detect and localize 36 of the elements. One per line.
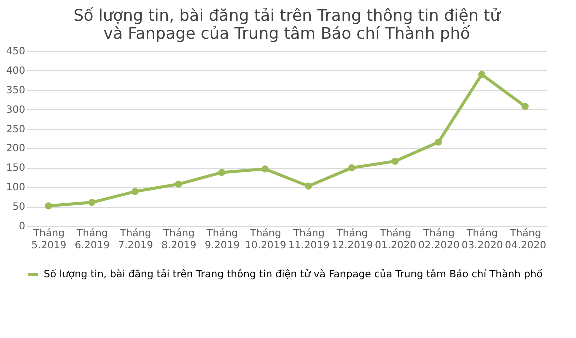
point — [262, 166, 269, 173]
y-tick-label: 150 — [6, 163, 26, 174]
y-tick-label: 200 — [6, 144, 26, 155]
point — [218, 169, 226, 176]
point — [305, 182, 312, 190]
point — [88, 199, 96, 206]
x-tick-label: Tháng 9.2019 — [205, 228, 240, 252]
x-tick-label: Tháng 11.2019 — [288, 228, 330, 252]
point — [522, 103, 529, 110]
x-tick-label: Tháng 8.2019 — [162, 228, 197, 252]
x-tick-label: Tháng 6.2019 — [75, 228, 110, 252]
y-tick-label: 350 — [6, 85, 26, 96]
y-tick-label: 300 — [6, 104, 26, 116]
y-tick-label: 450 — [6, 46, 26, 58]
y-tick-label: 400 — [6, 66, 26, 77]
x-tick-label: Tháng 03.2020 — [462, 228, 504, 252]
y-tick-label: 250 — [6, 124, 26, 136]
x-tick-label: Tháng 10.2019 — [245, 228, 287, 252]
y-tick-label: 100 — [6, 182, 26, 194]
point — [478, 71, 486, 78]
point — [175, 180, 182, 188]
point — [45, 202, 52, 210]
y-tick-label: 0 — [19, 222, 26, 232]
point — [132, 188, 139, 196]
x-tick-label: Tháng 04.2020 — [505, 228, 547, 252]
x-tick-label: Tháng 01.2020 — [375, 228, 417, 252]
x-tick-label: Tháng 12.2019 — [332, 228, 374, 252]
x-tick-label: Tháng 5.2019 — [32, 228, 67, 252]
x-tick-label: Tháng 7.2019 — [118, 228, 154, 252]
point — [348, 164, 356, 172]
point — [435, 138, 442, 146]
legend-label: Số lượng tin, bài đăng tải trên Trang thông tin điện tử và Fanpage của Trung tâm Báo chí Thành phố — [44, 268, 544, 280]
chart-title: Số lượng tin, bài đăng tải trên Trang thông tin điện tử và Fanpage của Trung tâm Báo chí Thành phố — [74, 6, 502, 43]
point — [392, 158, 399, 165]
x-tick-label: Tháng 02.2020 — [418, 228, 460, 252]
y-tick-label: 50 — [12, 202, 26, 214]
